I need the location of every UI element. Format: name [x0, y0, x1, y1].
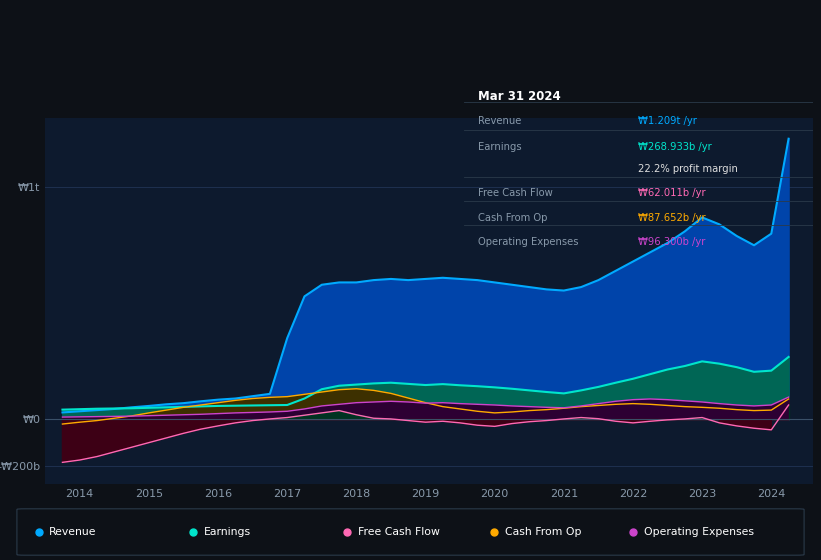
Text: Operating Expenses: Operating Expenses	[644, 527, 754, 537]
Text: Mar 31 2024: Mar 31 2024	[478, 90, 561, 104]
Text: ₩268.933b /yr: ₩268.933b /yr	[639, 142, 712, 152]
Text: Operating Expenses: Operating Expenses	[478, 237, 578, 248]
Text: ₩1.209t /yr: ₩1.209t /yr	[639, 116, 697, 126]
Text: ₩96.300b /yr: ₩96.300b /yr	[639, 237, 706, 248]
Text: Free Cash Flow: Free Cash Flow	[478, 188, 553, 198]
Text: ₩87.652b /yr: ₩87.652b /yr	[639, 213, 706, 223]
FancyBboxPatch shape	[17, 509, 804, 555]
Text: Cash From Op: Cash From Op	[505, 527, 581, 537]
Text: Free Cash Flow: Free Cash Flow	[358, 527, 440, 537]
Text: Revenue: Revenue	[49, 527, 97, 537]
Text: 22.2% profit margin: 22.2% profit margin	[639, 164, 738, 174]
Text: ₩62.011b /yr: ₩62.011b /yr	[639, 188, 706, 198]
Text: Earnings: Earnings	[478, 142, 521, 152]
Text: Cash From Op: Cash From Op	[478, 213, 548, 223]
Text: Revenue: Revenue	[478, 116, 521, 126]
Text: Earnings: Earnings	[204, 527, 250, 537]
